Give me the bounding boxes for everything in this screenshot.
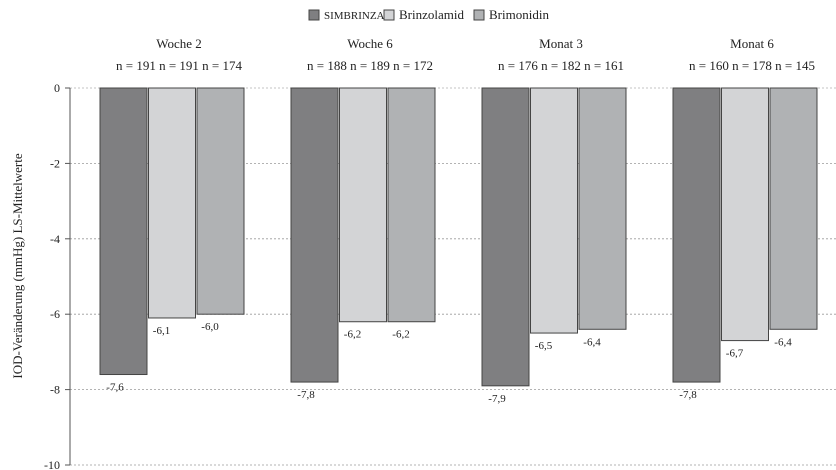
bar-brimonidin-2 [387,87,436,323]
y-tick-labels: 0 -2 -4 -6 -8 -10 [44,81,70,470]
bars [99,87,818,387]
value-label: -6,4 [774,336,792,348]
bar-simbrinza-3 [481,87,530,387]
legend-label: Brinzolamid [399,7,464,22]
legend-swatch [473,9,485,21]
n-label: n = 188 n = 189 n = 172 [307,58,433,73]
bar-brinzolamid-4 [721,87,769,342]
y-tick-label: 0 [54,81,60,95]
value-label: -6,7 [726,348,744,360]
y-tick-label: -8 [50,383,60,397]
category-labels: Woche 2 n = 191 n = 191 n = 174 Woche 6 n =… [116,36,815,73]
value-label: -6,4 [583,336,601,348]
n-label: n = 191 n = 191 n = 174 [116,58,242,73]
y-axis-label: IOD-Veränderung (mmHg) LS-Mittelwerte [10,153,25,378]
bar-brimonidin-1 [196,87,245,315]
category-label: Woche 2 [156,36,202,51]
value-label: -7,8 [679,389,697,401]
bar-simbrinza-4 [672,87,721,383]
y-tick-label: -10 [44,458,60,470]
bar-brinzolamid-2 [339,87,387,323]
value-label: -7,9 [488,393,506,405]
bar-simbrinza-1 [99,87,148,376]
bar-brimonidin-4 [769,87,818,330]
bar-brimonidin-3 [578,87,627,330]
value-label: -6,5 [535,340,553,352]
category-label: Woche 6 [347,36,393,51]
legend-label: SIMBRINZA [324,10,385,22]
bar-brinzolamid-1 [148,87,196,319]
legend-swatch [308,9,320,21]
y-tick-label: -2 [50,156,60,170]
n-label: n = 176 n = 182 n = 161 [498,58,624,73]
category-label: Monat 6 [730,36,774,51]
bar-brinzolamid-3 [530,87,578,334]
value-label: -6,2 [344,329,361,341]
legend: SIMBRINZA Brinzolamid Brimonidin [308,7,549,22]
value-labels: -7,6 -6,1 -6,0 -7,8 -6,2 -6,2 -7,9 -6,5 -6,4 -7,8… [106,321,792,405]
y-tick-label: -6 [50,307,60,321]
value-label: -6,0 [201,321,219,333]
n-label: n = 160 n = 178 n = 145 [689,58,815,73]
value-label: -7,8 [297,389,315,401]
legend-label: Brimonidin [489,7,549,22]
value-label: -7,6 [106,382,124,394]
value-label: -6,1 [153,325,170,337]
y-tick-label: -4 [50,232,60,246]
category-label: Monat 3 [539,36,583,51]
bar-simbrinza-2 [290,87,339,383]
legend-swatch [383,9,395,21]
value-label: -6,2 [392,329,409,341]
